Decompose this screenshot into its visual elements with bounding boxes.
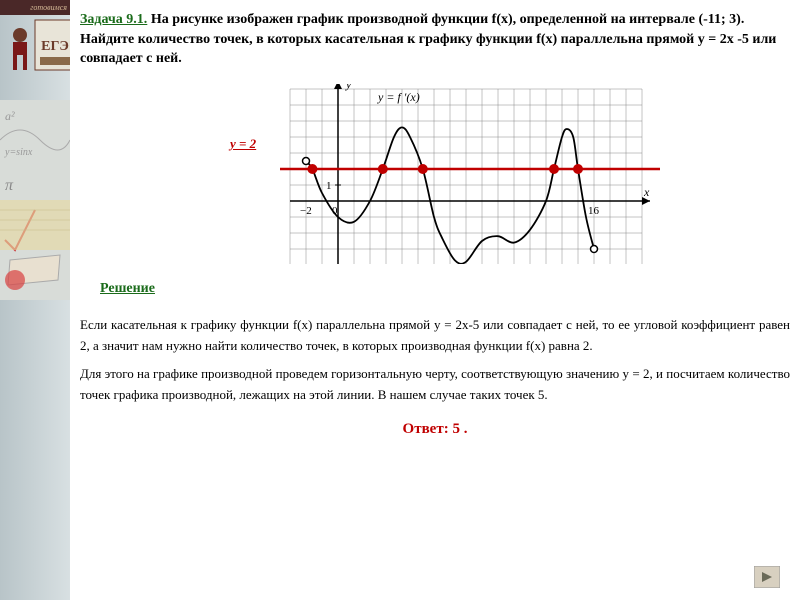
svg-text:y: y	[345, 84, 352, 91]
svg-text:x: x	[643, 185, 650, 199]
task-text: На рисунке изображен график производной …	[80, 12, 776, 66]
svg-text:1: 1	[326, 180, 332, 192]
solution-para-1: Если касательная к графику функции f(x) …	[80, 315, 790, 357]
answer: Ответ: 5 .	[80, 421, 790, 438]
content: Задача 9.1. На рисунке изображен график …	[80, 10, 790, 590]
math-bg-icon: a² y=sinx π	[0, 100, 70, 300]
task-number: Задача 9.1.	[80, 12, 147, 27]
svg-text:ЕГЭ: ЕГЭ	[41, 39, 69, 54]
chart: y = 2 yx−20161y = f ′(x)	[280, 84, 660, 264]
task-block: Задача 9.1. На рисунке изображен график …	[80, 10, 790, 69]
solution-label: Решение	[100, 281, 155, 297]
solution-para-2: Для этого на графике производной проведе…	[80, 364, 790, 406]
svg-text:y = f ′(x): y = f ′(x)	[377, 90, 420, 104]
y-line-label: y = 2	[230, 136, 256, 152]
svg-text:π: π	[5, 177, 14, 194]
svg-text:a²: a²	[5, 109, 15, 123]
svg-text:16: 16	[588, 205, 600, 217]
svg-text:−2: −2	[300, 205, 312, 217]
chart-svg: yx−20161y = f ′(x)	[280, 84, 660, 264]
svg-text:y=sinx: y=sinx	[4, 147, 33, 158]
ege-badge: ЕГЭ	[30, 15, 70, 95]
sidebar: готовимся ЕГЭ a² y=sinx π	[0, 0, 70, 600]
sidebar-top-label: готовимся	[0, 0, 70, 15]
next-arrow-icon[interactable]	[754, 566, 780, 588]
